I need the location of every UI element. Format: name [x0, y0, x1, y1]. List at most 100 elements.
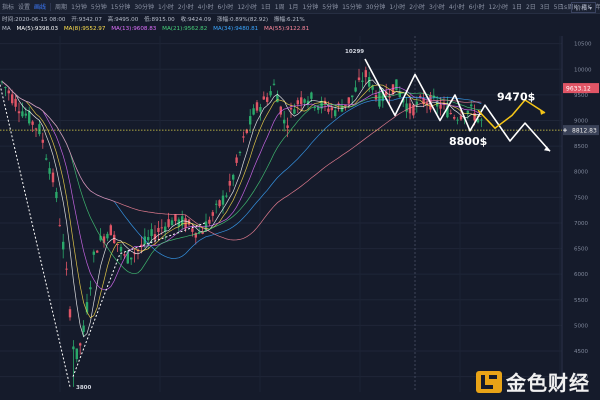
projection-zigzag: [364, 58, 551, 152]
toolbar-item[interactable]: 1月: [288, 4, 299, 11]
candle-body: [157, 227, 160, 232]
candle-body: [215, 203, 218, 205]
candle-body: [58, 225, 61, 227]
label-high: 10299: [345, 49, 364, 55]
toolbar-item[interactable]: 1日: [260, 4, 271, 11]
toolbar-item[interactable]: 月K: [581, 4, 592, 11]
toolbar-item[interactable]: 5分钟: [322, 4, 339, 11]
toolbar-item[interactable]: 1日: [512, 4, 522, 11]
candle-body: [225, 195, 228, 197]
toolbar-item[interactable]: 1小时: [158, 4, 174, 11]
toolbar-item[interactable]: 12小时: [237, 4, 257, 11]
toolbar-item[interactable]: 3小时: [429, 4, 445, 11]
ohlc-time: 时间:2020-06-15 08:00: [2, 17, 66, 23]
candle-body: [34, 128, 38, 130]
candle-body: [470, 104, 473, 107]
support-price-value: 8812.83: [572, 128, 597, 135]
candle-body: [21, 111, 24, 117]
toolbar-item[interactable]: 画线: [34, 4, 47, 11]
ma-label[interactable]: MA: [2, 26, 11, 32]
toolbar-item[interactable]: 12小时: [488, 4, 509, 11]
toolbar-item[interactable]: 2小时: [409, 4, 426, 11]
candle-body: [55, 191, 58, 199]
candle-body: [31, 121, 34, 125]
y-tick-label: 7000: [574, 221, 588, 227]
toolbar-item[interactable]: 4小时: [448, 4, 465, 11]
toolbar-item[interactable]: 5分钟: [90, 4, 107, 11]
y-tick-label: 10500: [574, 42, 592, 48]
candle-body: [235, 157, 238, 163]
candle-body: [174, 214, 177, 222]
candle-body: [466, 110, 469, 114]
toolbar-item[interactable]: 1小时: [389, 4, 406, 11]
ma5-line: [1, 79, 482, 338]
candle-body: [24, 113, 27, 116]
settings-dropdown[interactable]: 价格 ▾: [571, 2, 596, 13]
toolbar-item[interactable]: 4小时: [197, 4, 214, 11]
candle-body: [283, 119, 286, 124]
candle-body: [153, 234, 157, 240]
toolbar-item[interactable]: 3日: [539, 4, 550, 11]
y-tick-label: 7500: [574, 195, 588, 201]
candle-body: [473, 112, 476, 121]
candle-body: [41, 139, 44, 143]
toolbar-item[interactable]: 2日: [525, 4, 536, 11]
candle-body: [130, 257, 133, 260]
logo: 金色财经: [476, 367, 590, 396]
toolbar-item[interactable]: 6小时: [217, 4, 234, 11]
ohlc-low: 低:8915.00: [144, 17, 175, 23]
ma55-value: MA(55):9122.81: [264, 26, 310, 32]
candle-body: [259, 107, 262, 112]
candle-body: [75, 348, 78, 360]
candle-body: [11, 94, 14, 104]
toolbar-item[interactable]: 周K: [567, 4, 578, 11]
candle-body: [310, 92, 313, 99]
candle-body: [368, 77, 371, 87]
toolbar-items: 指标 设置 画线 周期 1分钟 5分钟 15分钟 30分钟 1小时 2小时 4小时 6小时 12小时 1日…: [0, 2, 600, 11]
toolbar-item[interactable]: 30分钟: [134, 4, 154, 11]
toolbar-item[interactable]: 1分钟: [71, 4, 87, 11]
candle-body: [388, 95, 391, 98]
candle-body: [357, 77, 361, 81]
toolbar-item[interactable]: 设置: [18, 4, 31, 11]
candle-body: [45, 158, 48, 160]
candle-body: [147, 237, 150, 241]
candle-body: [170, 220, 174, 226]
y-tick-label: 4000: [574, 375, 588, 381]
candle-body: [453, 116, 456, 119]
toolbar-item[interactable]: 年K: [593, 2, 600, 11]
logo-text: 金色财经: [506, 371, 590, 395]
toolbar-item[interactable]: 1分钟: [302, 4, 319, 11]
toolbar-item[interactable]: 5日: [553, 4, 564, 11]
toolbar-item[interactable]: 30分钟: [365, 4, 386, 11]
candle-body: [208, 219, 211, 224]
candle-body: [459, 115, 463, 120]
toolbar-item[interactable]: 2小时: [177, 4, 194, 11]
toolbar-item[interactable]: 1周: [274, 4, 285, 11]
candle-body: [293, 109, 296, 114]
interval-label[interactable]: 1s: [560, 4, 568, 11]
candle-body: [126, 251, 129, 264]
candle-body: [449, 113, 452, 115]
toolbar-item[interactable]: 15分钟: [110, 4, 131, 11]
candle-body: [79, 343, 82, 346]
candle-body: [211, 212, 214, 216]
support-price-tag: [563, 125, 599, 136]
candle-body: [456, 119, 459, 121]
toolbar-item[interactable]: 指标: [2, 4, 15, 11]
toolbar-item[interactable]: 15分钟: [342, 4, 362, 11]
candle-body: [68, 309, 72, 318]
candle-body: [7, 90, 10, 94]
y-tick-label: 9500: [574, 93, 588, 99]
candle-body: [89, 287, 92, 290]
candle-body: [85, 302, 89, 313]
toolbar-item[interactable]: 6小时: [468, 4, 485, 11]
candle-body: [330, 107, 333, 111]
candle-body: [334, 110, 337, 117]
ohlc-high: 高:9495.00: [107, 17, 139, 23]
projection-yellow: [477, 99, 546, 130]
toolbar-item[interactable]: 周期: [55, 4, 68, 11]
candle-body: [252, 108, 255, 115]
candle-body: [266, 97, 269, 102]
